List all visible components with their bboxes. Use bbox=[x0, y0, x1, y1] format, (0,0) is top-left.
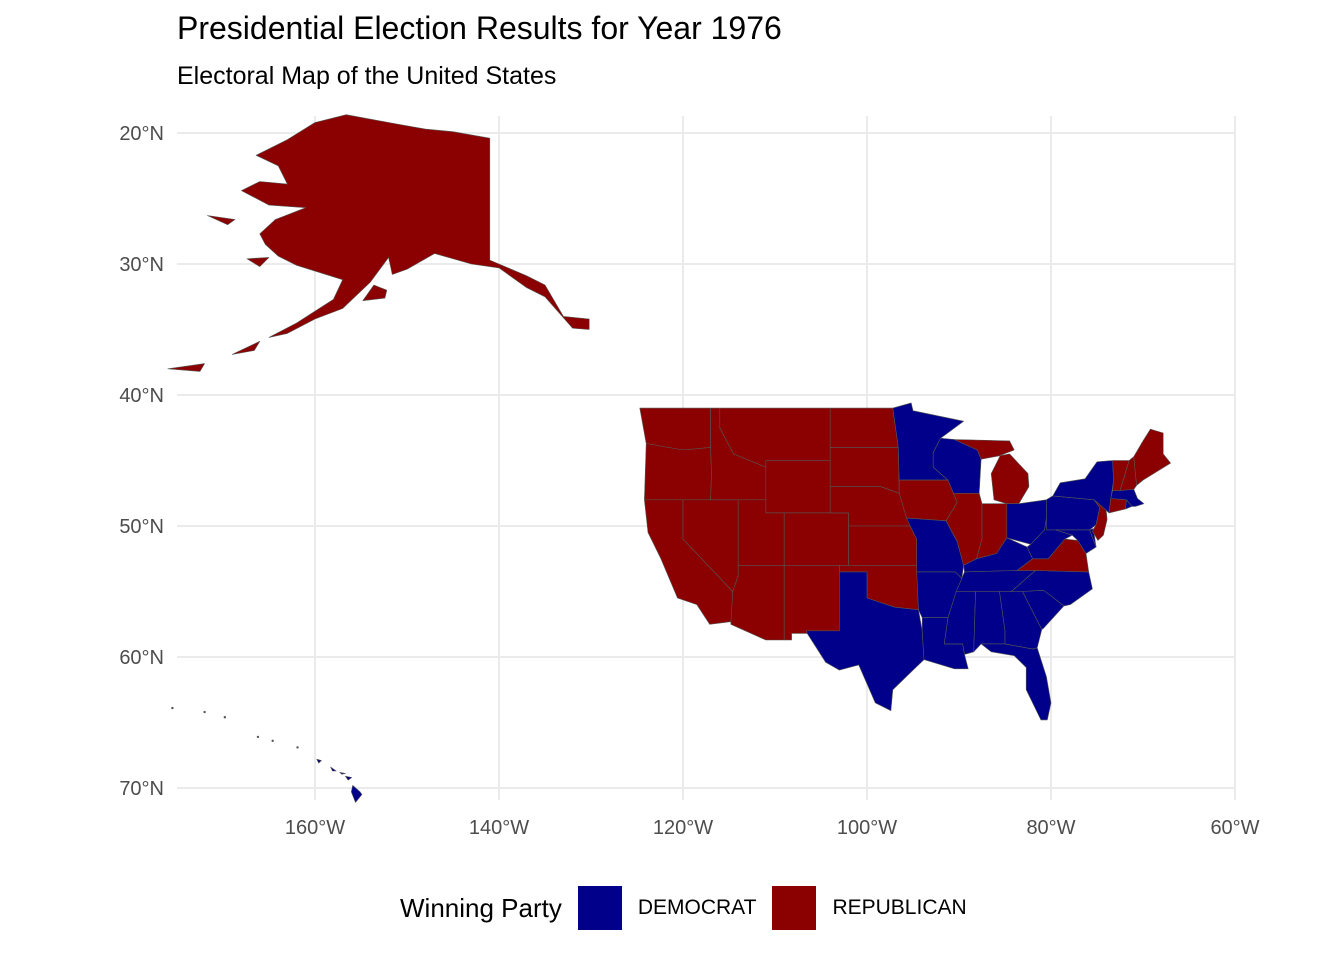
state-hi-mo bbox=[339, 771, 346, 775]
state-ak-k bbox=[362, 284, 388, 302]
state-al bbox=[973, 591, 1006, 653]
x-axis-labels: 160°W 140°W 120°W 100°W 80°W 60°W bbox=[285, 817, 1260, 839]
state-nh bbox=[1119, 456, 1137, 491]
chart-subtitle: Electoral Map of the United States bbox=[177, 62, 557, 90]
state-nd bbox=[829, 407, 899, 448]
y-tick-label: 60°N bbox=[119, 647, 164, 669]
x-tick-label: 60°W bbox=[1210, 817, 1259, 839]
islet-dot bbox=[223, 716, 227, 719]
legend-label-democrat: DEMOCRAT bbox=[637, 896, 757, 919]
y-tick-label: 70°N bbox=[119, 778, 164, 800]
state-nj bbox=[1092, 499, 1108, 541]
state-ak-sl bbox=[207, 215, 236, 225]
state-me bbox=[1133, 428, 1171, 486]
islet-dot bbox=[271, 739, 274, 743]
legend: Winning Party DEMOCRAT REPUBLICAN bbox=[400, 884, 983, 932]
state-shapes bbox=[167, 114, 1171, 803]
state-ia bbox=[898, 479, 958, 522]
legend-label-republican: REPUBLICAN bbox=[832, 896, 967, 919]
legend-swatch-democrat bbox=[577, 886, 622, 930]
state-wa bbox=[639, 407, 711, 451]
y-tick-label: 50°N bbox=[119, 516, 164, 538]
state-hi-h bbox=[350, 785, 363, 803]
state-wy bbox=[765, 460, 831, 514]
islet-dot bbox=[296, 746, 299, 749]
x-tick-label: 80°W bbox=[1026, 817, 1075, 839]
legend-title: Winning Party bbox=[400, 892, 562, 923]
state-co bbox=[783, 512, 849, 566]
state-ak-a1 bbox=[231, 340, 261, 355]
y-axis-labels: 70°N 60°N 50°N 40°N 30°N 20°N bbox=[119, 123, 164, 800]
state-az bbox=[730, 564, 785, 641]
state-hi-k bbox=[316, 758, 322, 764]
legend-item-democrat: DEMOCRAT bbox=[577, 886, 757, 930]
state-or bbox=[644, 443, 712, 501]
state-hi-o bbox=[330, 766, 337, 772]
y-tick-label: 30°N bbox=[119, 254, 164, 276]
islet-dot bbox=[203, 710, 206, 714]
state-fl bbox=[980, 643, 1052, 721]
state-ak bbox=[241, 114, 590, 338]
state-hi-m bbox=[345, 775, 353, 781]
legend-item-republican: REPUBLICAN bbox=[772, 886, 967, 930]
state-nm bbox=[783, 564, 840, 641]
state-ak-n bbox=[246, 257, 270, 267]
map-gridlines bbox=[177, 116, 1236, 800]
x-tick-label: 140°W bbox=[469, 817, 529, 839]
state-vt bbox=[1112, 460, 1130, 491]
islet-dot bbox=[171, 706, 174, 710]
x-tick-label: 160°W bbox=[285, 817, 345, 839]
state-ks bbox=[848, 525, 918, 566]
state-tx bbox=[805, 571, 925, 712]
islet-dot bbox=[256, 735, 260, 739]
state-pa bbox=[1046, 495, 1101, 531]
x-tick-label: 100°W bbox=[837, 817, 897, 839]
y-tick-label: 40°N bbox=[119, 385, 164, 407]
x-tick-label: 120°W bbox=[653, 817, 713, 839]
state-ms bbox=[943, 591, 976, 655]
y-tick-label: 20°N bbox=[119, 123, 164, 145]
legend-swatch-republican bbox=[772, 886, 817, 930]
state-ct bbox=[1108, 498, 1127, 514]
chart-title: Presidential Election Results for Year 1… bbox=[177, 10, 782, 46]
state-de bbox=[1089, 528, 1097, 548]
state-ak-a2 bbox=[167, 363, 205, 372]
